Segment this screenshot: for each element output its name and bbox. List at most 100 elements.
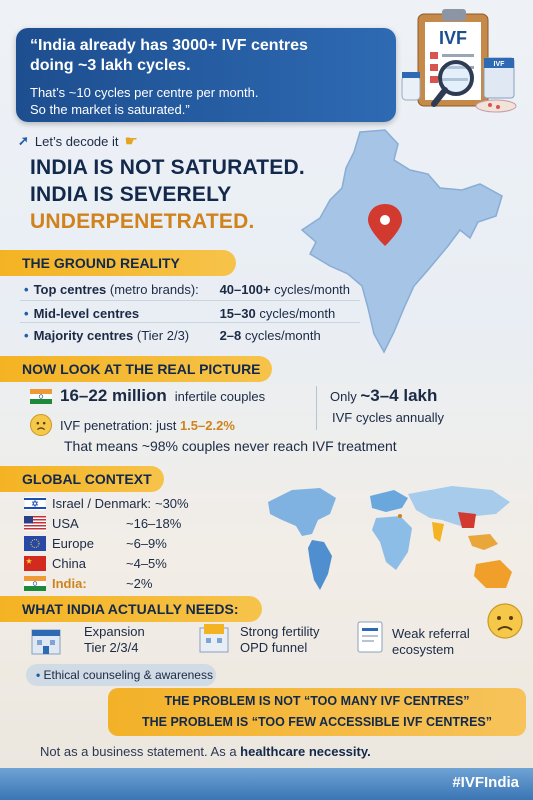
quote-line-1: “India already has 3000+ IVF centres xyxy=(30,37,308,54)
ivf-clinic-icon xyxy=(199,624,229,653)
headline-line-3: UNDERPENETRATED. xyxy=(30,210,255,233)
main-headline: INDIA IS NOT SATURATED. INDIA IS SEVEREL… xyxy=(30,154,305,235)
bullet-icon: • xyxy=(36,668,41,682)
eu-flag-icon xyxy=(24,536,46,551)
need-referral: Weak referral ecosystem xyxy=(392,626,470,658)
global-value-china: ~4–5% xyxy=(126,556,167,571)
need-expansion-line-1: Expansion xyxy=(84,624,145,639)
penetration-value: 1.5–2.2% xyxy=(179,417,235,433)
referral-document-icon xyxy=(357,621,383,653)
global-value-usa: ~16–18% xyxy=(126,516,182,531)
global-value-europe: ~6–9% xyxy=(126,536,167,551)
couples-value: 16–22 million xyxy=(60,386,167,405)
problem-line-1: THE PROBLEM IS NOT “TOO MANY IVF CENTRES… xyxy=(164,694,470,708)
global-name-usa: USA xyxy=(52,516,79,531)
problem-line-2: THE PROBLEM IS “TOO FEW ACCESSIBLE IVF C… xyxy=(141,715,493,729)
ground-row-2-unit: cycles/month xyxy=(255,306,336,321)
global-name-europe: Europe xyxy=(52,536,94,551)
global-row-israel: Israel / Denmark: ~30% xyxy=(24,496,189,511)
hashtag: #IVFIndia xyxy=(452,774,519,791)
ground-row-3-unit: cycles/month xyxy=(241,328,321,343)
cycles-label: IVF cycles annually xyxy=(332,410,444,425)
usa-flag-icon xyxy=(24,516,46,531)
small-building-label: IVF xyxy=(494,61,506,68)
ground-row-2-value: 15–30 xyxy=(219,306,256,321)
divider xyxy=(20,322,360,323)
pointing-hand-icon: ☛ xyxy=(124,133,138,150)
ethical-counseling-label: Ethical counseling & awareness xyxy=(43,668,213,682)
china-flag-icon xyxy=(24,556,46,571)
bullet-icon: • xyxy=(24,306,29,321)
need-opd-funnel: Strong fertility OPD funnel xyxy=(240,624,319,656)
headline-part-a: INDIA IS xyxy=(30,156,120,179)
couples-label: infertile couples xyxy=(174,388,266,404)
need-referral-line-1: Weak referral xyxy=(392,626,470,641)
footer-text: Not as a business statement. As a xyxy=(40,744,241,759)
ground-row-2-label: Mid-level centres xyxy=(33,306,140,321)
ground-row-3-label-rest: (Tier 2/3) xyxy=(133,328,190,343)
hospital-building-icon xyxy=(31,629,61,655)
facts-block: 16–22 million infertile couples IVF pene… xyxy=(30,386,510,436)
sad-face-icon xyxy=(487,603,523,639)
india-flag-icon xyxy=(24,576,46,591)
only-label: Only xyxy=(330,389,361,404)
problem-statement-box: THE PROBLEM IS NOT “TOO MANY IVF CENTRES… xyxy=(108,688,526,736)
decode-callout: ➚ Let’s decode it ☛ xyxy=(18,132,138,150)
ground-row-1: • Top centres (metro brands): 40–100+ cy… xyxy=(24,282,350,297)
arrow-up-right-icon: ➚ xyxy=(18,133,29,148)
ground-row-3-value: 2–8 xyxy=(219,328,242,343)
ground-row-2: • Mid-level centres 15–30 cycles/month xyxy=(24,306,335,321)
section-what-india-needs: WHAT INDIA ACTUALLY NEEDS: xyxy=(0,596,262,622)
global-row-india: India: ~2% xyxy=(24,576,152,591)
global-name-israel: Israel / Denmark: xyxy=(52,496,151,511)
need-ethical-counseling: • Ethical counseling & awareness xyxy=(26,664,216,686)
global-value-india: ~2% xyxy=(126,576,153,591)
penetration-label: IVF penetration: just xyxy=(60,417,180,433)
divider xyxy=(20,300,360,301)
ground-row-1-unit: cycles/month xyxy=(270,282,351,297)
need-opd-line-2: OPD funnel xyxy=(240,640,308,655)
clipboard-label: IVF xyxy=(439,28,467,48)
annual-cycles-block: Only ~3–4 lakh xyxy=(330,386,437,406)
section-global-context: GLOBAL CONTEXT xyxy=(0,466,164,492)
israel-flag-icon xyxy=(24,496,46,511)
means-statement: That means ~98% couples never reach IVF … xyxy=(64,438,397,454)
india-flag-icon xyxy=(30,388,52,404)
bullet-icon: • xyxy=(24,328,29,343)
global-row-usa: USA ~16–18% xyxy=(24,516,181,531)
global-name-china: China xyxy=(52,556,86,571)
quote-banner: “India already has 3000+ IVF centres doi… xyxy=(16,28,396,122)
vertical-divider xyxy=(316,386,317,430)
footer-statement: Not as a business statement. As a health… xyxy=(40,744,371,759)
section-real-picture: NOW LOOK AT THE REAL PICTURE xyxy=(0,356,272,382)
global-row-china: China ~4–5% xyxy=(24,556,167,571)
ivf-clipboard-illustration: IVF IVF xyxy=(401,9,517,113)
india-map xyxy=(300,129,503,354)
ground-row-3-label: Majority centres xyxy=(33,328,134,343)
location-pin-icon xyxy=(368,204,402,246)
ground-row-1-value: 40–100+ xyxy=(219,282,271,297)
quote-line-4: So the market is saturated.” xyxy=(30,102,190,117)
bullet-icon: • xyxy=(24,282,29,297)
need-expansion: Expansion Tier 2/3/4 xyxy=(84,624,145,656)
section-ground-reality: THE GROUND REALITY xyxy=(0,250,236,276)
need-referral-line-2: ecosystem xyxy=(392,642,455,657)
global-name-india: India: xyxy=(52,576,87,591)
global-row-europe: Europe ~6–9% xyxy=(24,536,167,551)
headline-line-2: INDIA IS SEVERELY xyxy=(30,183,232,206)
worried-face-icon xyxy=(30,414,52,436)
decode-label: Let’s decode it xyxy=(34,133,119,149)
quote-line-3: That’s ~10 cycles per centre per month. xyxy=(30,85,259,100)
footer-bold: healthcare necessity. xyxy=(240,744,371,759)
only-value: ~3–4 lakh xyxy=(360,386,438,405)
need-expansion-line-2: Tier 2/3/4 xyxy=(84,640,139,655)
world-map xyxy=(268,486,512,590)
headline-part-b: NOT SATURATED. xyxy=(119,156,305,179)
ground-row-1-label-rest: (metro brands): xyxy=(106,282,199,297)
need-opd-line-1: Strong fertility xyxy=(240,624,320,639)
ground-row-1-label: Top centres xyxy=(33,282,107,297)
bottom-band xyxy=(0,768,533,800)
global-value-israel: ~30% xyxy=(154,496,189,511)
ground-row-3: • Majority centres (Tier 2/3) 2–8 cycles… xyxy=(24,328,321,343)
quote-line-2: doing ~3 lakh cycles. xyxy=(30,57,191,74)
